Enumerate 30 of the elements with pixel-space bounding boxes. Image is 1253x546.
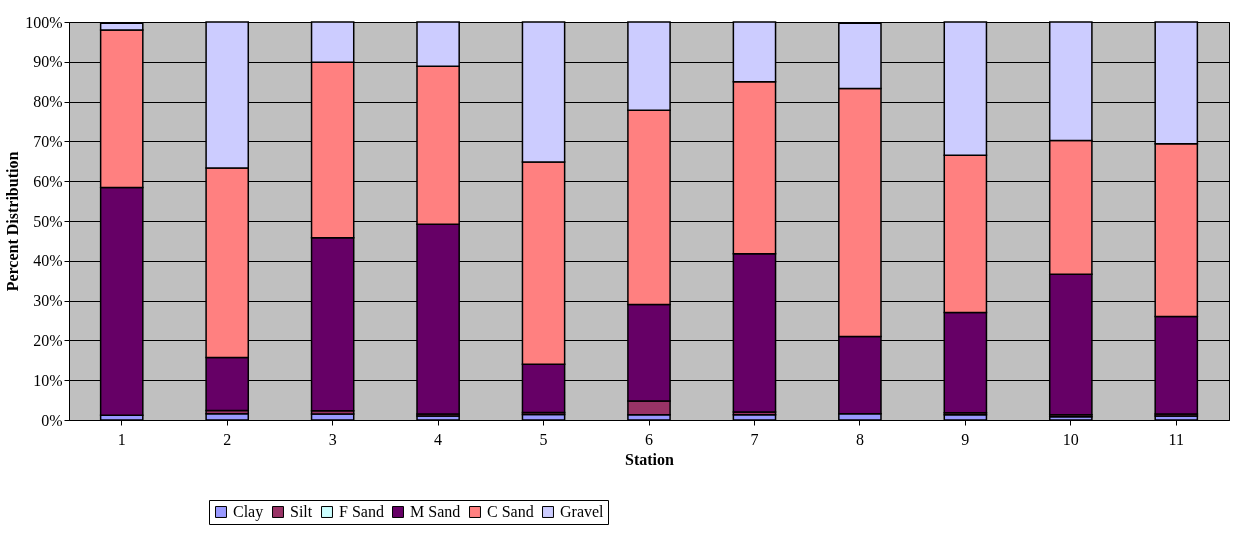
legend-label: Gravel: [560, 503, 605, 520]
x-tick-label: 3: [328, 430, 337, 448]
y-tick-label: 90%: [33, 53, 63, 71]
x-tick-label: 7: [750, 430, 759, 448]
y-tick-label: 50%: [33, 212, 63, 230]
y-tick-label: 100%: [25, 13, 63, 31]
x-axis-title: Station: [625, 450, 675, 468]
x-tick-label: 2: [223, 430, 232, 448]
x-tick-label: 11: [1168, 430, 1184, 448]
y-tick-label: 70%: [33, 132, 63, 150]
x-tick-label: 6: [645, 430, 653, 448]
y-tick-label: 10%: [33, 371, 63, 389]
y-tick-label: 20%: [33, 331, 63, 349]
legend-label: Silt: [290, 503, 313, 520]
y-tick-label: 80%: [33, 93, 63, 111]
x-tick-label: 5: [539, 430, 548, 448]
x-tick-label: 1: [117, 430, 126, 448]
y-tick-label: 60%: [33, 172, 63, 190]
x-tick-label: 10: [1062, 430, 1079, 448]
legend-label: F Sand: [339, 503, 384, 520]
legend-label: C Sand: [487, 503, 534, 520]
y-tick-label: 40%: [33, 252, 63, 270]
legend-label: Clay: [233, 503, 264, 521]
y-axis-title: Percent Distribution: [4, 151, 22, 292]
y-tick-label: 30%: [33, 292, 63, 310]
legend-label: M Sand: [410, 503, 461, 520]
x-tick-label: 4: [434, 430, 443, 448]
x-tick-label: 9: [961, 430, 970, 448]
x-tick-label: 8: [855, 430, 864, 448]
y-tick-label: 0%: [41, 411, 63, 429]
